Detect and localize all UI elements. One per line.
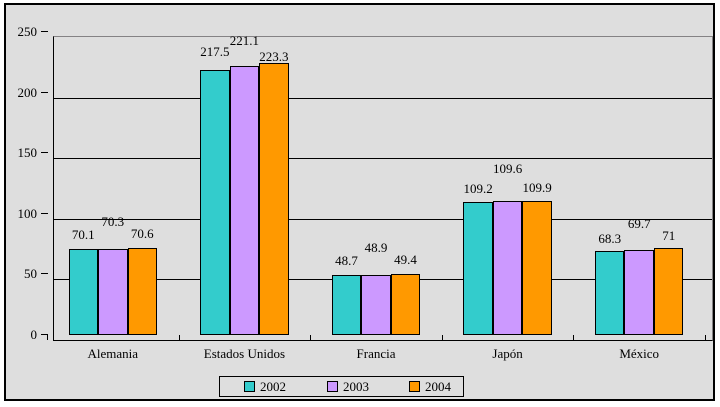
- gridline-100: [54, 218, 712, 220]
- bar-2003-Japón: [492, 201, 523, 335]
- legend-swatch-icon: [244, 381, 255, 392]
- gridline-200: [54, 97, 712, 99]
- value-label: 109.6: [492, 161, 523, 177]
- value-label: 70.6: [130, 226, 154, 242]
- x-axis-tick: [310, 335, 312, 340]
- value-label: 109.2: [463, 180, 493, 196]
- x-axis-tick: [441, 335, 443, 340]
- legend-swatch-icon: [327, 381, 338, 392]
- y-tick-label: 250: [17, 24, 38, 39]
- legend-entry-2003: 2003: [327, 377, 369, 396]
- y-axis-tick: [41, 91, 48, 93]
- x-axis-tick: [705, 335, 706, 340]
- bar-2004-Francia: [390, 274, 421, 335]
- bar-2004-Japón: [522, 200, 552, 335]
- legend-entry-2004: 2004: [409, 377, 451, 396]
- bar-2004-Alemania: [127, 248, 158, 335]
- bar-2002-Francia: [331, 274, 362, 335]
- bar-2003-México: [624, 249, 654, 335]
- legend-swatch-icon: [409, 381, 420, 392]
- value-label: 48.9: [364, 239, 388, 255]
- y-tick-label: 50: [24, 266, 37, 282]
- value-label: 223.3: [259, 49, 289, 65]
- y-tick-label: 200: [17, 84, 38, 100]
- y-tick-label: 150: [17, 145, 38, 161]
- x-category-label: Japón: [492, 346, 523, 361]
- y-axis-tick: [41, 31, 48, 32]
- bar-2003-Estados Unidos: [229, 66, 260, 335]
- bar-2004-México: [653, 247, 684, 335]
- bar-2003-Alemania: [98, 248, 128, 335]
- legend: 2002 2003 2004: [219, 376, 464, 397]
- y-axis-tick: [41, 152, 48, 154]
- bar-2002-Estados Unidos: [200, 70, 230, 335]
- legend-entry-2002: 2002: [244, 377, 286, 396]
- y-axis-tick: [41, 273, 48, 275]
- bar-2002-Alemania: [68, 249, 99, 335]
- x-category-label: México: [619, 346, 660, 361]
- legend-label: 2004: [425, 379, 451, 394]
- y-tick-label: 0: [30, 327, 38, 342]
- value-label: 71: [662, 227, 676, 243]
- bar-2003-Francia: [361, 274, 391, 335]
- x-axis-tick: [573, 335, 575, 340]
- bar-2002-México: [594, 251, 625, 335]
- y-axis-tick: [41, 334, 48, 335]
- x-category-label: Francia: [356, 346, 396, 361]
- bar-2002-Japón: [463, 201, 493, 335]
- value-label: 221.1: [229, 33, 260, 49]
- value-label: 109.9: [522, 179, 552, 195]
- gridline-150: [54, 158, 712, 160]
- legend-label: 2003: [343, 379, 369, 394]
- x-axis-tick: [178, 335, 180, 340]
- value-label: 70.3: [101, 213, 125, 229]
- value-label: 70.1: [71, 227, 95, 243]
- value-label: 49.4: [394, 252, 417, 268]
- value-label: 68.3: [598, 231, 622, 247]
- y-tick-label: 100: [17, 205, 38, 221]
- y-axis-tick: [41, 212, 48, 214]
- bar-2004-Estados Unidos: [259, 63, 289, 335]
- value-label: 217.5: [200, 44, 230, 60]
- chart-frame: 0 50 100 150 200 250 Alemania Estados Unidos Fr…: [4, 3, 715, 401]
- x-axis-tick: [47, 335, 48, 340]
- value-label: 69.7: [627, 215, 651, 231]
- x-category-label: Alemania: [87, 346, 139, 361]
- legend-label: 2002: [260, 379, 286, 394]
- x-category-label: Estados Unidos: [203, 346, 286, 361]
- value-label: 48.7: [335, 252, 358, 268]
